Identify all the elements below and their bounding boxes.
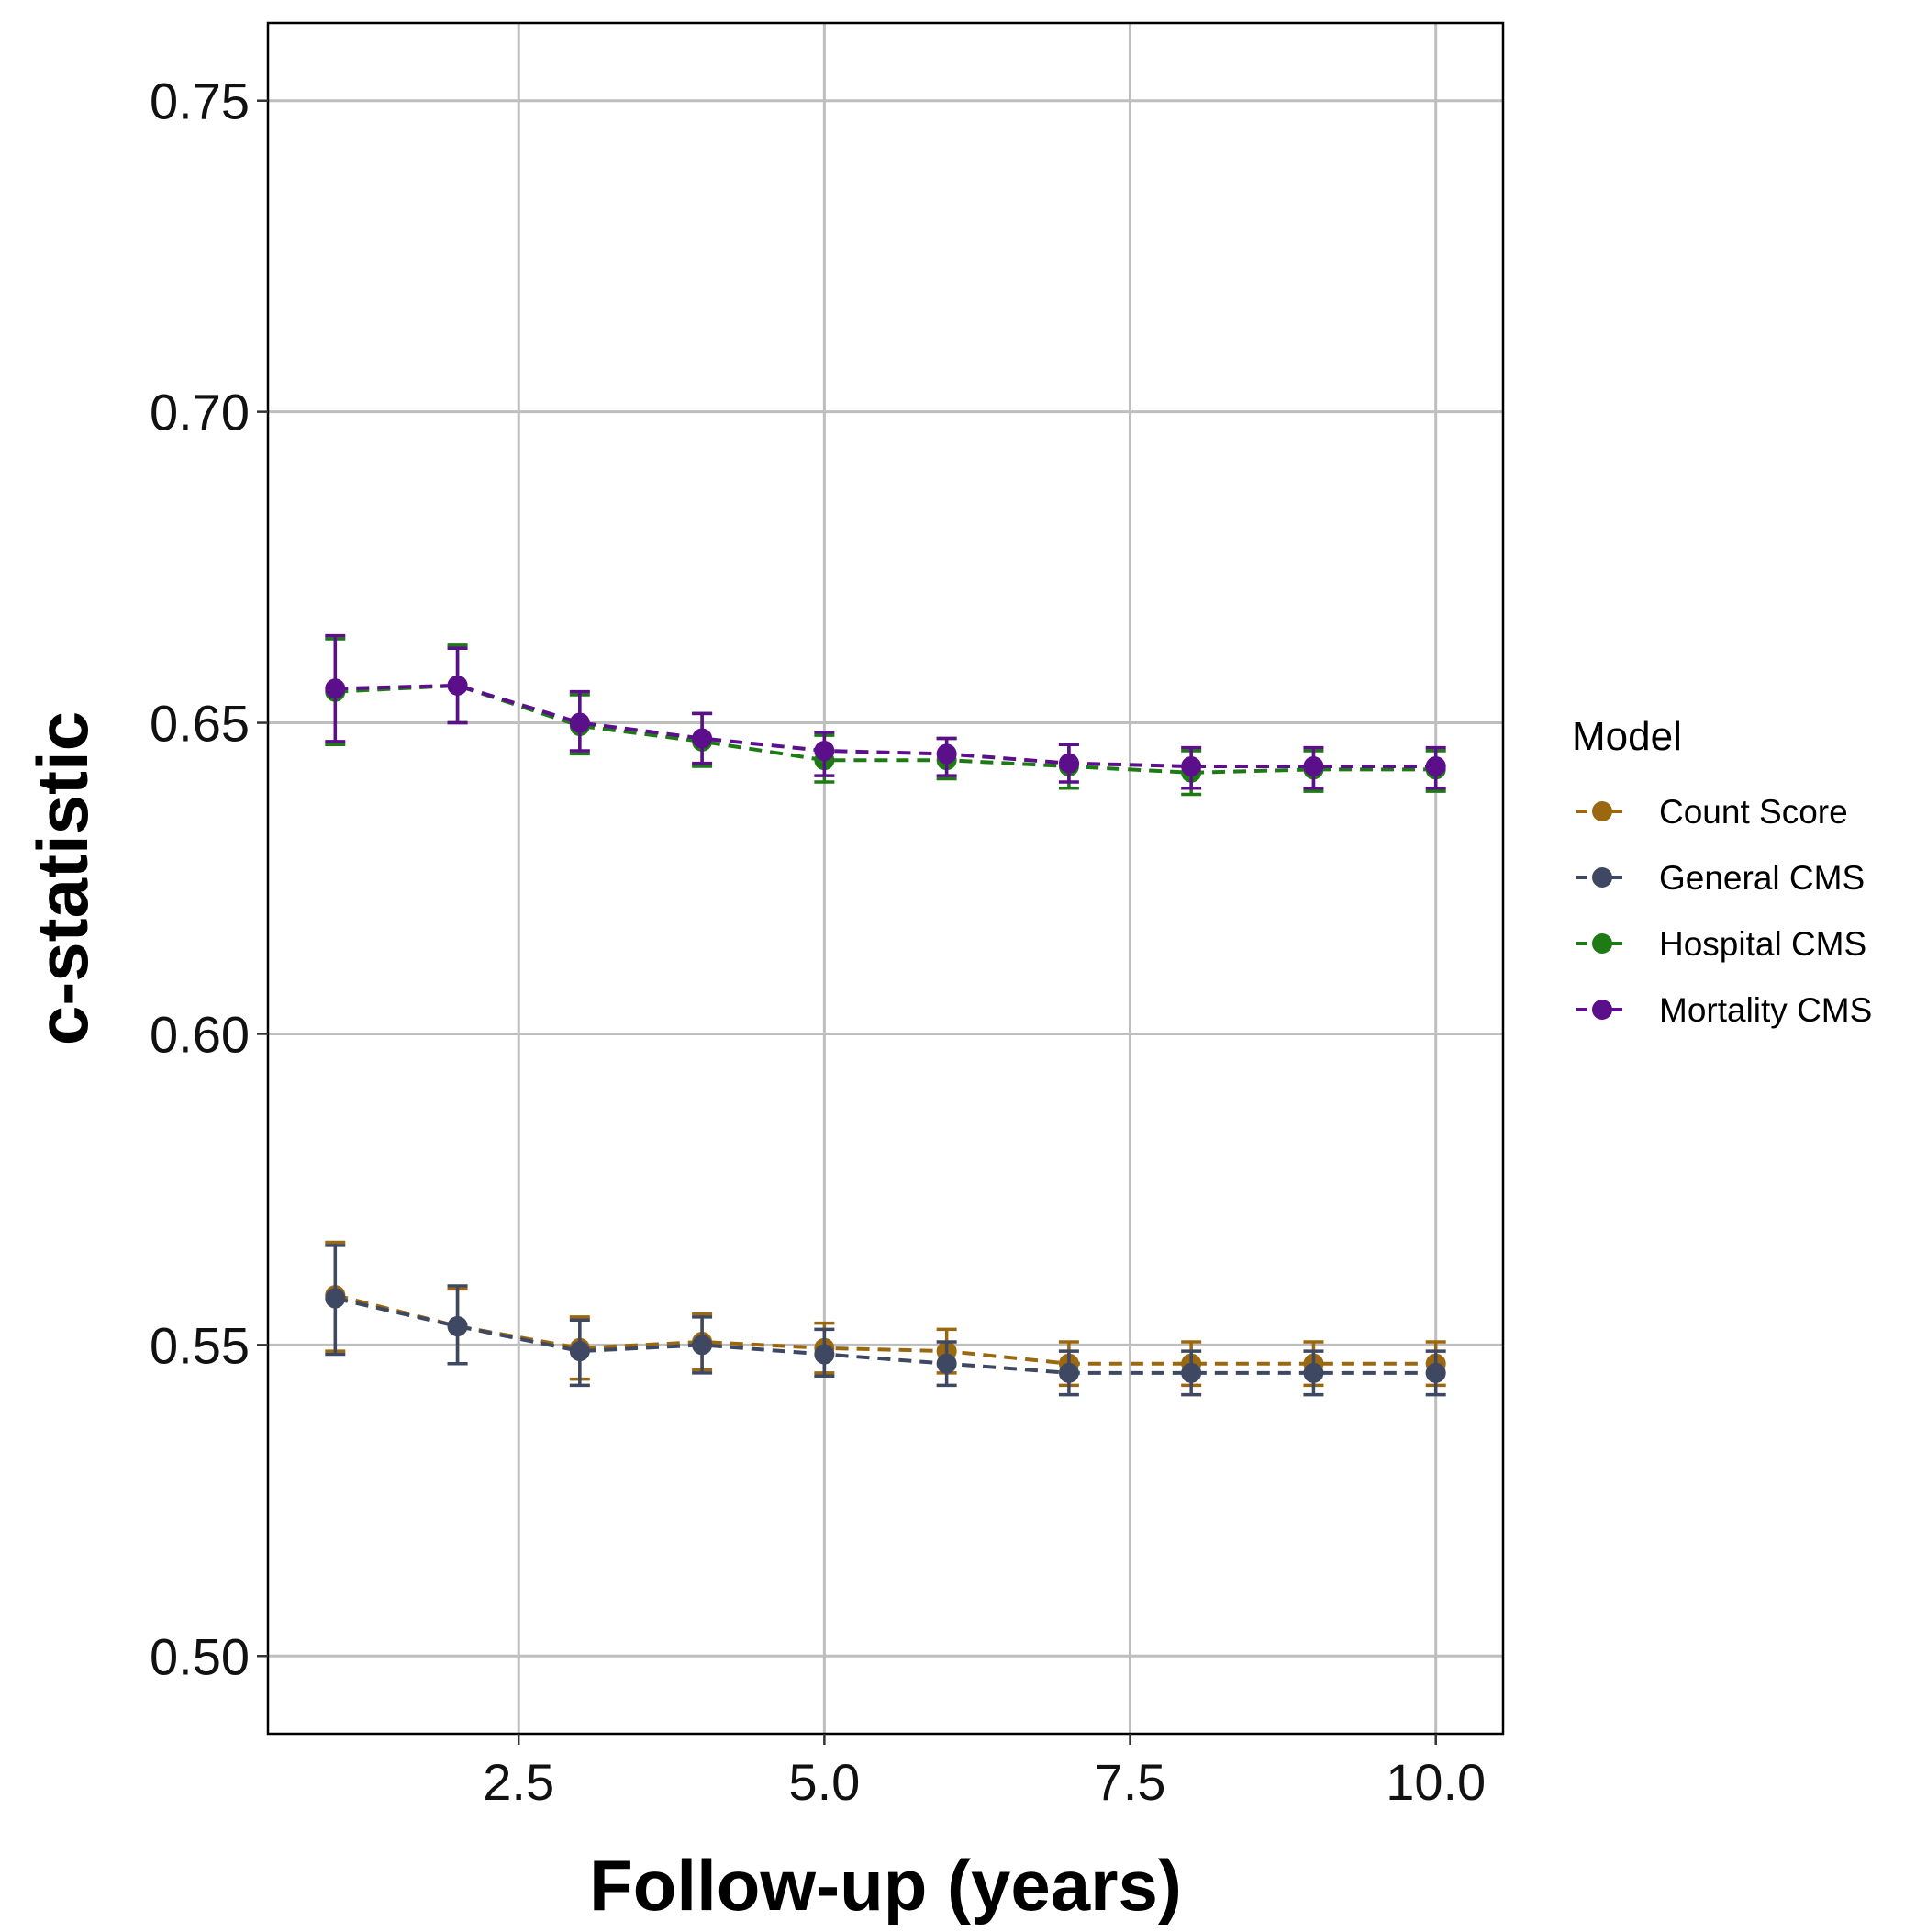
y-tick-label: 0.55	[150, 1316, 250, 1374]
legend-marker	[1592, 933, 1612, 954]
legend-item: Mortality CMS	[1576, 991, 1872, 1029]
data-point	[1181, 1362, 1202, 1383]
legend-item: General CMS	[1576, 859, 1865, 897]
data-layer	[325, 633, 1446, 1397]
y-tick-label: 0.50	[150, 1627, 250, 1685]
legend-marker	[1592, 1000, 1612, 1020]
series-mortality-cms	[325, 633, 1446, 790]
data-point	[1181, 755, 1202, 776]
x-tick-label: 7.5	[1095, 1753, 1166, 1811]
grid-layer	[268, 23, 1503, 1734]
series-line	[334, 1296, 1436, 1375]
legend-label: Mortality CMS	[1659, 991, 1872, 1029]
data-point	[325, 678, 346, 699]
y-tick-label: 0.65	[150, 695, 250, 753]
data-point	[814, 741, 835, 762]
plot-panel-border	[266, 21, 1505, 1736]
data-point	[325, 1288, 346, 1309]
data-point	[1303, 1362, 1324, 1383]
data-point	[936, 743, 957, 765]
series-line	[334, 1293, 1436, 1366]
legend-label: General CMS	[1659, 859, 1865, 897]
data-point	[1425, 755, 1446, 776]
data-point	[1058, 753, 1079, 774]
data-point	[814, 1344, 835, 1365]
data-point	[569, 712, 590, 733]
legend-items: Count Score General CMS Hospital CMS Mortal…	[1576, 793, 1872, 1029]
y-axis-title: c-statistic	[22, 711, 103, 1045]
data-point	[1425, 1362, 1446, 1383]
legend: Model Count Score General CMS Hospital CMS…	[1572, 714, 1872, 1029]
legend-label: Hospital CMS	[1659, 925, 1866, 963]
x-tick-label: 5.0	[788, 1753, 860, 1811]
data-point	[692, 1335, 713, 1356]
x-tick-label: 10.0	[1386, 1753, 1486, 1811]
axis-layer: 0.50 0.55 0.60 0.65 0.70 0.75 2.5 5.0 7.5 10.0	[150, 73, 1486, 1811]
x-tick-label: 2.5	[483, 1753, 554, 1811]
legend-item: Hospital CMS	[1576, 925, 1866, 963]
series-line	[335, 683, 1436, 768]
data-point	[447, 675, 468, 696]
series-count-score	[325, 1240, 1446, 1388]
y-tick-label: 0.75	[150, 73, 250, 130]
legend-marker	[1592, 801, 1612, 821]
series-line	[335, 683, 1436, 775]
y-tick-label: 0.70	[150, 384, 250, 441]
data-point	[1058, 1362, 1079, 1383]
series-hospital-cms	[325, 637, 1446, 797]
legend-label: Count Score	[1659, 793, 1848, 831]
legend-title: Model	[1572, 714, 1682, 759]
y-tick-label: 0.60	[150, 1005, 250, 1063]
data-point	[569, 1341, 590, 1362]
data-point	[1303, 755, 1324, 776]
series-general-cms	[325, 1244, 1446, 1397]
x-axis-title: Follow-up (years)	[589, 1845, 1182, 1926]
data-point	[936, 1353, 957, 1374]
legend-item: Count Score	[1576, 793, 1848, 831]
legend-marker	[1592, 867, 1612, 888]
data-point	[692, 728, 713, 749]
data-point	[447, 1316, 468, 1337]
